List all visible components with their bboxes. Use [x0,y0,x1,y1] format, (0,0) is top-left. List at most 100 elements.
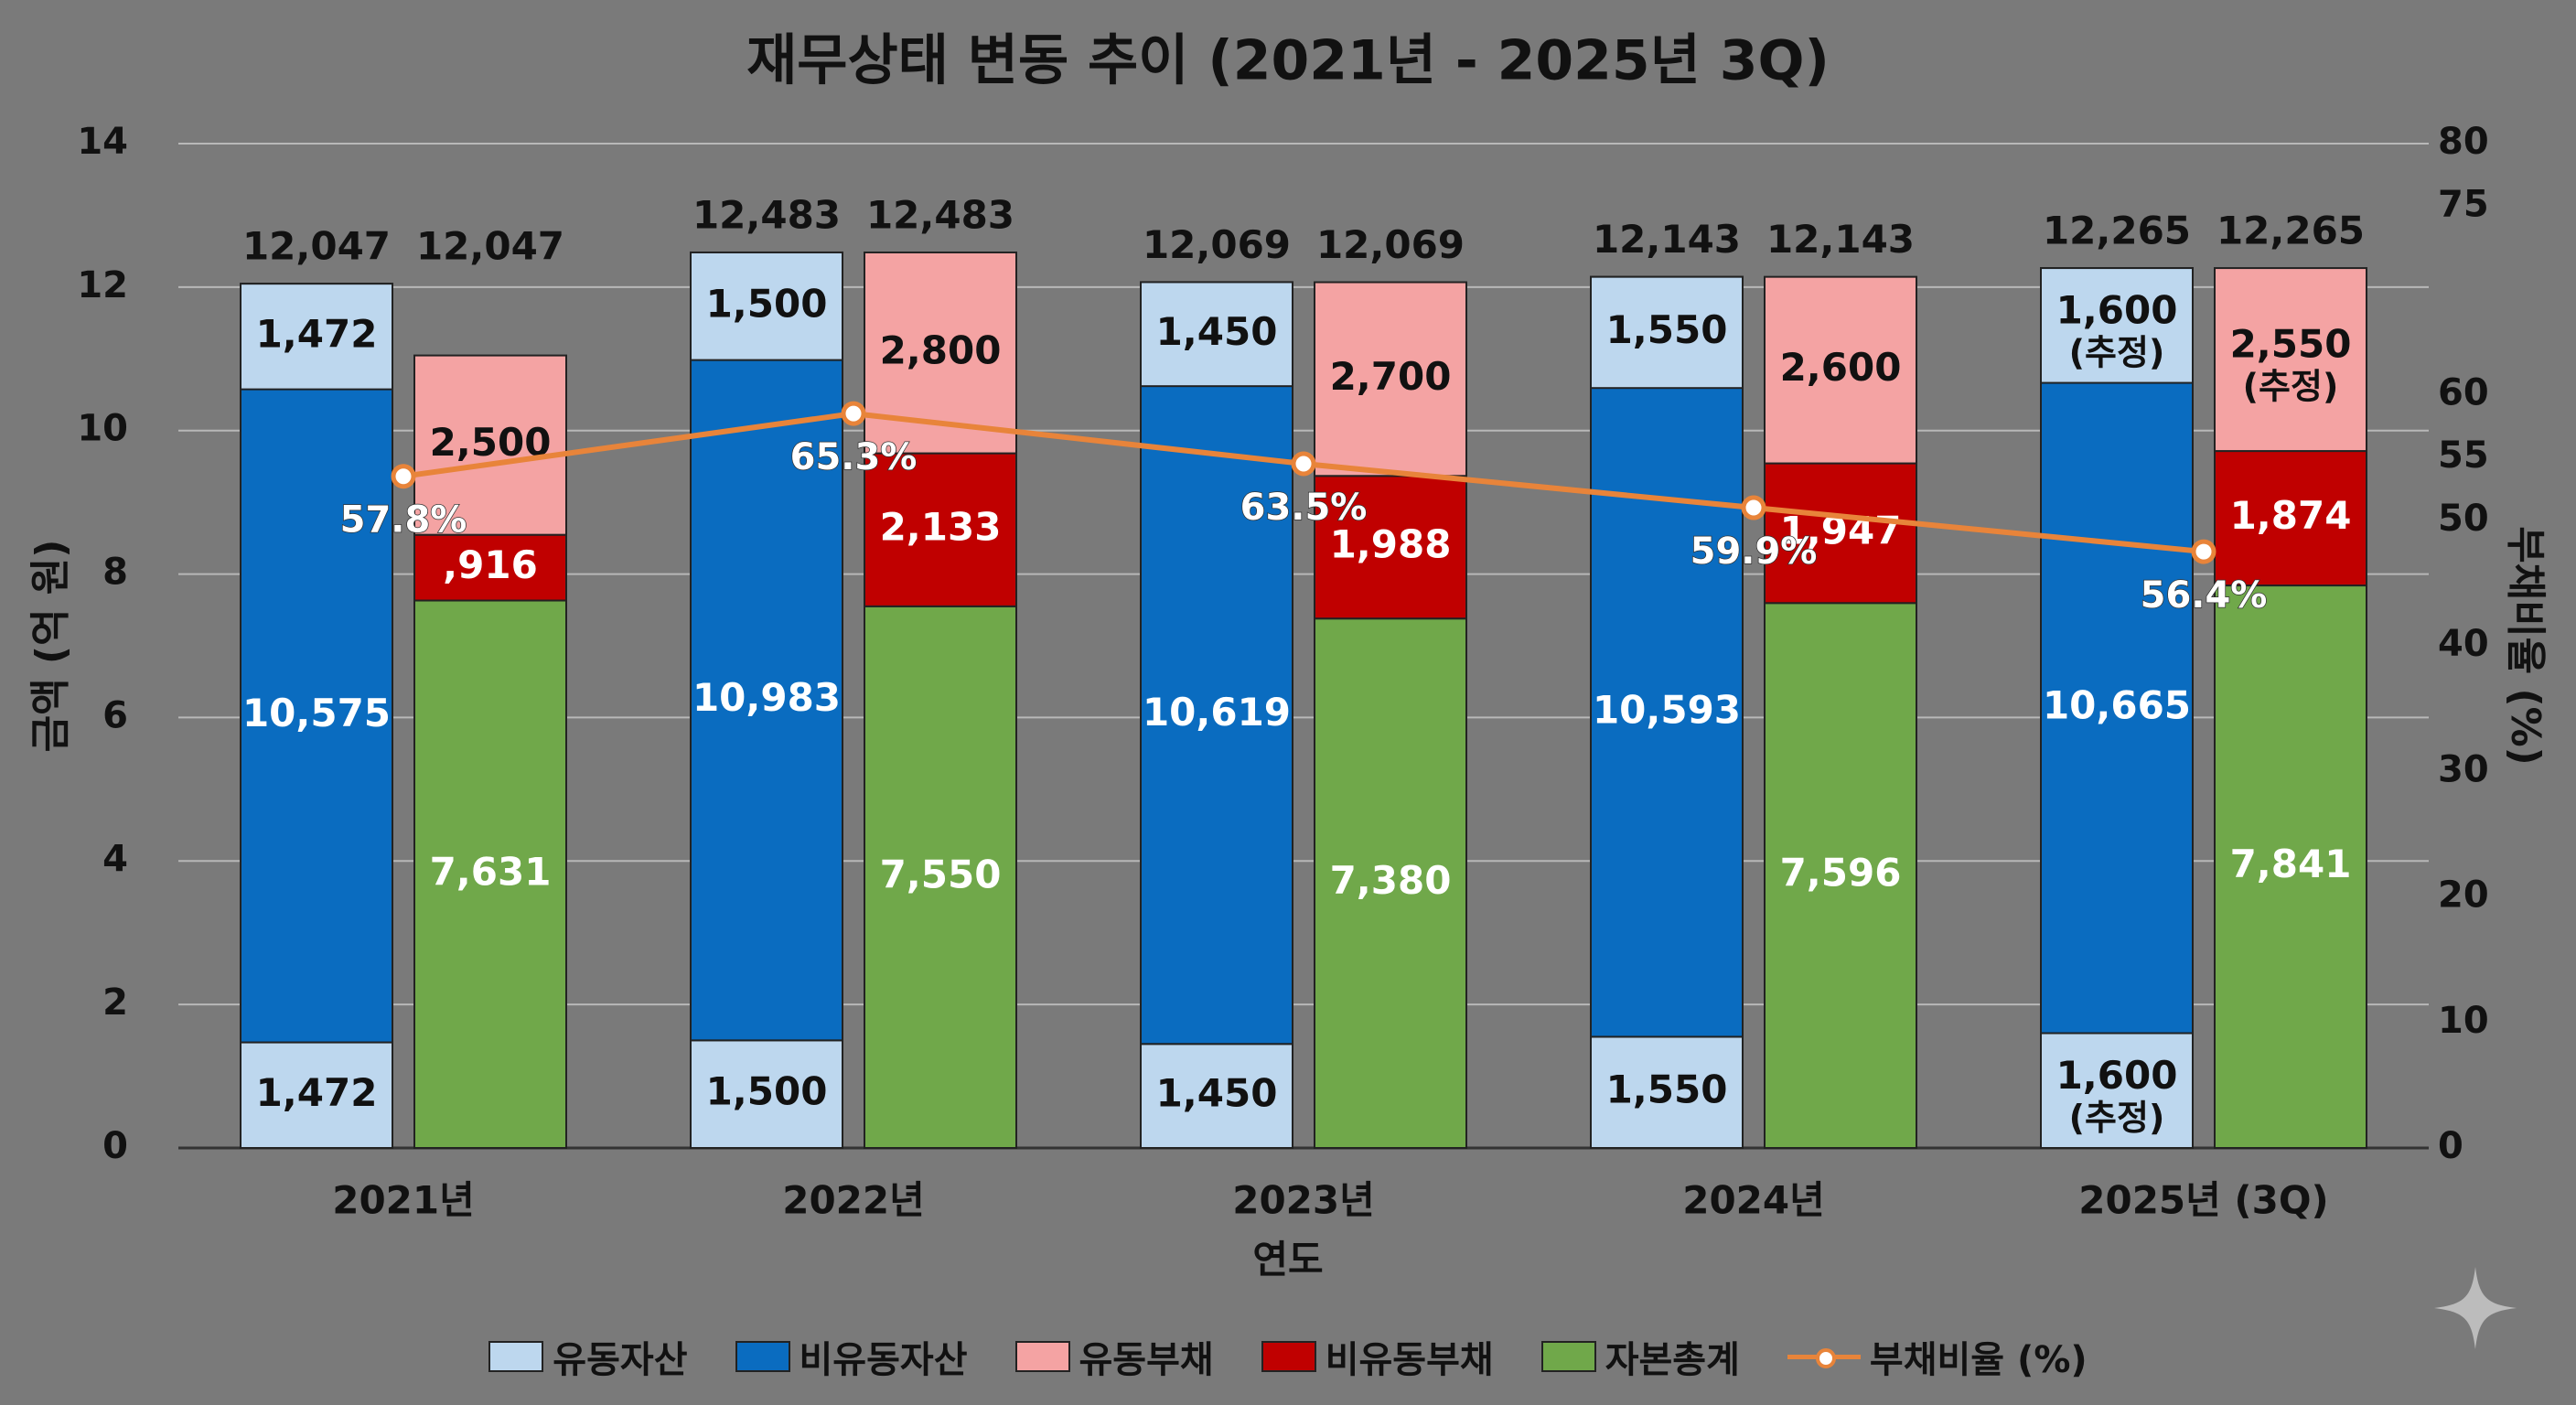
legend-swatch-current-assets [488,1341,544,1372]
debt-ratio-point [2191,539,2216,564]
legend-label-debt-ratio: 부채비율 (%) [1869,1339,2088,1381]
bar-current-assets-top [1590,275,1744,390]
label-current-assets-bottom: 1,550 [1606,1067,1728,1112]
label-current-liab: 2,800 [880,327,1002,372]
legend-swatch-noncurrent-liab [1261,1341,1316,1372]
y-tick-label: 10 [77,408,128,450]
label-total-assets: 12,047 [242,224,391,269]
label-debt-ratio: 56.4% [2141,574,2268,617]
legend-swatch-debt-ratio [1787,1341,1861,1372]
y-tick-label: 8 [102,552,128,594]
bar-noncurrent-liab [1764,462,1917,605]
label-debt-ratio: 65.3% [790,436,918,478]
label-current-assets-top: 1,600 [2056,287,2178,332]
label-total-liab-equity: 12,265 [2216,209,2365,253]
label-equity: 7,550 [880,852,1002,896]
y2-tick-label: 50 [2438,498,2489,540]
label-estimate-note: (추정) [2069,332,2165,372]
y2-tick-label: 10 [2438,1000,2489,1042]
bar-equity [1314,617,1467,1149]
label-noncurrent-liab: ,916 [443,542,538,587]
label-noncurrent-assets: 10,619 [1143,690,1291,735]
label-current-assets-bottom: 1,450 [1156,1071,1278,1116]
debt-ratio-line [402,411,2205,555]
label-debt-ratio: 63.5% [1240,487,1368,529]
y-axis-title: 금액 (억 원) [27,540,74,753]
bar-noncurrent-assets [2040,267,2194,1035]
bar-current-liab [1764,275,1917,465]
bar-current-liab [413,354,567,536]
label-noncurrent-assets: 10,665 [2043,683,2191,728]
debt-ratio-point [841,401,866,426]
bar-noncurrent-liab [864,452,1017,607]
y-tick-label: 4 [102,838,128,880]
bar-current-liab [2214,267,2367,453]
legend-item-current-liab: 유동부채 [1014,1330,1214,1383]
legend-label-current-liab: 유동부채 [1079,1339,1214,1381]
label-noncurrent-liab: 1,874 [2230,493,2352,538]
x-tick-label: 2024년 [1682,1178,1825,1223]
chart-svg: 재무상태 변동 추이 (2021년 - 2025년 3Q) 0 2 4 6 8 10 12 14… [27,29,2549,1282]
label-total-assets: 12,069 [1143,222,1291,267]
label-estimate-note: (추정) [2069,1098,2165,1138]
label-equity: 7,841 [2230,842,2352,886]
label-current-assets-top: 1,450 [1156,309,1278,354]
label-current-assets-bottom: 1,600 [2056,1053,2178,1098]
label-current-liab: 2,550 [2230,322,2352,367]
bar-current-assets-top [1140,281,1293,388]
y2-tick-label: 55 [2438,434,2489,477]
x-axis-title: 연도 [1252,1238,1323,1282]
bar-current-assets [1590,1035,1744,1149]
label-total-assets: 12,483 [692,192,841,237]
legend-swatch-equity [1540,1341,1596,1372]
legend-item-equity: 자본총계 [1540,1330,1740,1383]
label-total-liab-equity: 12,143 [1766,217,1915,262]
label-equity: 7,596 [1780,851,1902,896]
x-tick-label: 2023년 [1232,1178,1375,1223]
label-current-liab: 2,700 [1330,354,1452,399]
y-tick-label: 6 [102,694,128,736]
legend-label-equity: 자본총계 [1605,1339,1740,1381]
bar-noncurrent-assets [1140,281,1293,1046]
y-tick-label: 12 [77,264,128,306]
bar-noncurrent-assets [690,251,843,1042]
chart-title: 재무상태 변동 추이 (2021년 - 2025년 3Q) [746,29,1830,93]
label-estimate-note: (추정) [2243,367,2339,407]
y2-tick-label: 60 [2438,372,2489,414]
sparkle-icon [2434,1267,2517,1349]
label-noncurrent-assets: 10,575 [242,691,391,735]
label-current-assets-bottom: 1,472 [256,1070,378,1115]
y2-tick-label: 0 [2438,1125,2463,1167]
label-current-assets-top: 1,500 [706,281,828,326]
label-total-assets: 12,143 [1593,217,1741,262]
legend-item-noncurrent-assets: 비유동자산 [735,1330,968,1383]
y2-tick-label: 30 [2438,748,2489,790]
bar-equity [2214,585,2367,1149]
label-current-assets-top: 1,550 [1606,307,1728,352]
y-tick-label: 2 [102,981,128,1024]
x-tick-label: 2021년 [332,1178,475,1223]
y2-axis-title: 부채비율 (%) [2502,526,2549,766]
label-total-liab-equity: 12,483 [866,192,1014,237]
legend: 유동자산 비유동자산 유동부채 비유동부채 자본총계 부채비율 (%) [0,1325,2576,1389]
bar-current-liab [1314,281,1467,477]
label-total-liab-equity: 12,047 [416,224,564,269]
bar-current-assets-top [2040,267,2194,384]
y2-tick-label: 20 [2438,874,2489,917]
label-total-liab-equity: 12,069 [1316,222,1465,267]
label-total-assets: 12,265 [2043,209,2191,253]
y-tick-label: 0 [102,1125,128,1167]
x-tick-label: 2025년 (3Q) [2078,1178,2328,1223]
y2-tick-label: 40 [2438,623,2489,665]
debt-ratio-point [1741,495,1766,520]
y2-tick-label: 80 [2438,121,2489,163]
label-current-assets-top: 1,472 [256,311,378,356]
y2-tick-label: 75 [2438,184,2489,226]
legend-item-current-assets: 유동자산 [488,1330,688,1383]
bar-current-assets-top [240,283,393,391]
x-tick-label: 2022년 [782,1178,925,1223]
bar-equity [413,599,567,1149]
label-noncurrent-assets: 10,983 [692,675,841,720]
bar-current-assets [1140,1043,1293,1149]
